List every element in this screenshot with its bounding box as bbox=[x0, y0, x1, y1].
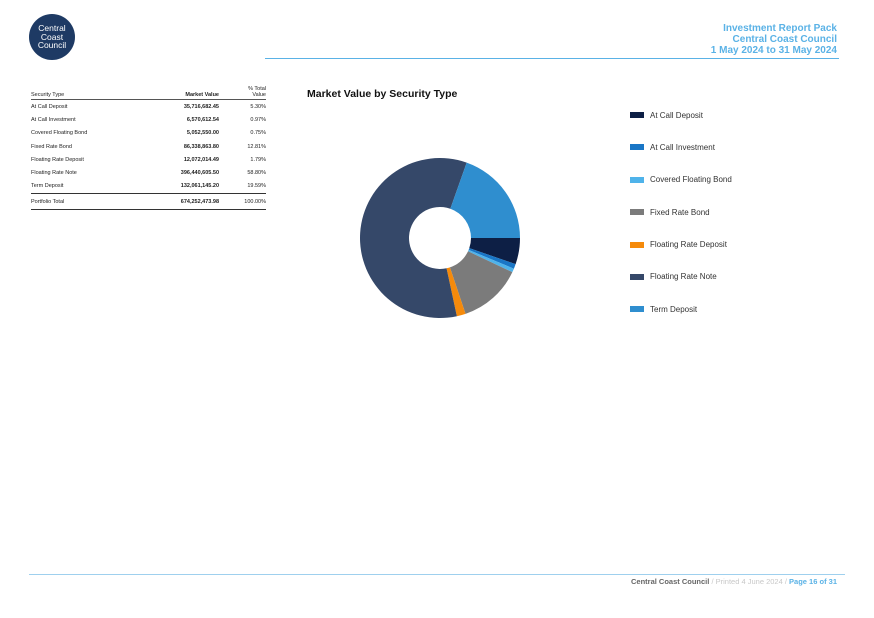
row-security-type: Covered Floating Bond bbox=[31, 130, 88, 137]
footer-divider bbox=[29, 574, 845, 575]
header-pct-line1: % Total bbox=[248, 86, 266, 92]
report-org: Central Coast Council bbox=[732, 34, 837, 45]
total-label: Portfolio Total bbox=[31, 193, 149, 211]
row-pct-total: 1.79% bbox=[250, 156, 266, 163]
legend-swatch bbox=[630, 176, 644, 183]
total-pct: 100.00% bbox=[219, 193, 266, 211]
header-pct-total: % Total Value bbox=[219, 86, 266, 100]
footer-printed-date: Printed 4 June 2024 bbox=[715, 577, 783, 586]
footer-page-number: Page 16 of 31 bbox=[789, 577, 837, 586]
report-period: 1 May 2024 to 31 May 2024 bbox=[710, 45, 837, 56]
row-security-type: Fixed Rate Bond bbox=[31, 143, 72, 150]
table-body: At Call Deposit 35,716,682.45 5.30% At Call… bbox=[31, 100, 266, 194]
legend-item: Floating Rate Note bbox=[630, 270, 732, 284]
council-logo: Central Coast Council bbox=[29, 14, 75, 60]
chart-title: Market Value by Security Type bbox=[307, 88, 458, 100]
logo-text-line1: Central bbox=[38, 23, 66, 34]
legend-swatch bbox=[630, 112, 644, 118]
row-security-type: At Call Investment bbox=[31, 116, 76, 123]
legend-swatch bbox=[630, 306, 644, 313]
row-market-value: 35,716,682.45 bbox=[183, 103, 219, 110]
table-row: At Call Investment 6,570,612.54 0.97% bbox=[31, 113, 266, 126]
table-row: Floating Rate Note 396,440,605.50 58.80% bbox=[31, 166, 266, 179]
row-pct-total: 12.81% bbox=[247, 143, 266, 150]
donut-slice-at-call-deposit bbox=[469, 238, 520, 265]
legend-label: Fixed Rate Bond bbox=[650, 207, 710, 217]
row-market-value: 396,440,605.50 bbox=[180, 170, 219, 177]
table-row: Fixed Rate Bond 86,338,863.80 12.81% bbox=[31, 140, 266, 153]
donut-slice-covered-floating-bond bbox=[468, 249, 514, 273]
row-security-type: Floating Rate Note bbox=[31, 170, 77, 177]
security-type-table: Security Type Market Value % Total Value… bbox=[31, 86, 266, 211]
row-pct-total: 5.30% bbox=[250, 103, 266, 110]
legend-label: At Call Investment bbox=[650, 142, 715, 152]
table-total-row: Portfolio Total 674,252,473.98 100.00% bbox=[31, 193, 266, 211]
page-footer: Central Coast Council / Printed 4 June 2… bbox=[631, 577, 837, 586]
report-header: Investment Report Pack Central Coast Cou… bbox=[711, 23, 837, 56]
legend-item: At Call Investment bbox=[630, 140, 732, 154]
footer-separator-2: / bbox=[784, 577, 787, 586]
header-divider bbox=[265, 58, 839, 59]
row-market-value: 86,338,863.80 bbox=[183, 143, 219, 150]
legend-swatch bbox=[630, 273, 644, 280]
total-value: 674,252,473.98 bbox=[149, 193, 219, 211]
legend-label: Term Deposit bbox=[650, 304, 698, 314]
row-pct-total: 19.59% bbox=[247, 183, 266, 190]
legend-label: Floating Rate Deposit bbox=[650, 240, 727, 250]
legend-item: Floating Rate Deposit bbox=[630, 238, 732, 252]
report-title: Investment Report Pack bbox=[723, 23, 837, 34]
logo-text-line2: Coast bbox=[40, 31, 64, 42]
table-row: Floating Rate Deposit 12,072,014.49 1.79% bbox=[31, 153, 266, 166]
row-market-value: 6,570,612.54 bbox=[186, 116, 219, 123]
table-row: Term Deposit 132,061,145.20 19.59% bbox=[31, 180, 266, 194]
legend-swatch bbox=[630, 241, 644, 248]
legend-item: At Call Deposit bbox=[630, 108, 732, 122]
chart-legend: At Call Deposit At Call Investment Covered… bbox=[630, 108, 732, 335]
header-market-value: Market Value bbox=[149, 86, 219, 100]
table-row: Covered Floating Bond 5,052,550.00 0.75% bbox=[31, 127, 266, 140]
row-pct-total: 0.75% bbox=[250, 130, 266, 137]
row-pct-total: 58.80% bbox=[247, 170, 266, 177]
row-market-value: 5,052,550.00 bbox=[186, 130, 219, 137]
row-pct-total: 0.97% bbox=[250, 116, 266, 123]
donut-slice-floating-rate-note bbox=[360, 158, 467, 318]
security-type-table-container: Security Type Market Value % Total Value… bbox=[31, 86, 266, 211]
row-market-value: 132,061,145.20 bbox=[180, 183, 219, 190]
table-header-row: Security Type Market Value % Total Value bbox=[31, 86, 266, 100]
header-pct-line2: Value bbox=[252, 92, 266, 98]
legend-item: Fixed Rate Bond bbox=[630, 205, 732, 219]
header-security-type: Security Type bbox=[31, 86, 149, 100]
row-security-type: Term Deposit bbox=[31, 183, 64, 190]
donut-slice-term-deposit bbox=[450, 162, 520, 238]
table-row: At Call Deposit 35,716,682.45 5.30% bbox=[31, 100, 266, 114]
donut-chart bbox=[360, 158, 520, 318]
donut-slice-fixed-rate-bond bbox=[449, 251, 513, 314]
donut-slice-floating-rate-deposit bbox=[446, 267, 466, 317]
legend-swatch bbox=[630, 144, 644, 151]
legend-item: Term Deposit bbox=[630, 302, 732, 316]
donut-slice-at-call-investment bbox=[468, 248, 516, 269]
logo-text-line3: Council bbox=[37, 40, 67, 51]
row-security-type: Floating Rate Deposit bbox=[31, 156, 84, 163]
footer-separator-1: / bbox=[711, 577, 714, 586]
legend-swatch bbox=[630, 209, 644, 216]
footer-org: Central Coast Council bbox=[631, 577, 710, 586]
legend-label: At Call Deposit bbox=[650, 110, 703, 120]
legend-label: Covered Floating Bond bbox=[650, 175, 732, 185]
legend-label: Floating Rate Note bbox=[650, 272, 717, 282]
legend-item: Covered Floating Bond bbox=[630, 173, 732, 187]
row-security-type: At Call Deposit bbox=[31, 103, 68, 110]
row-market-value: 12,072,014.49 bbox=[183, 156, 219, 163]
